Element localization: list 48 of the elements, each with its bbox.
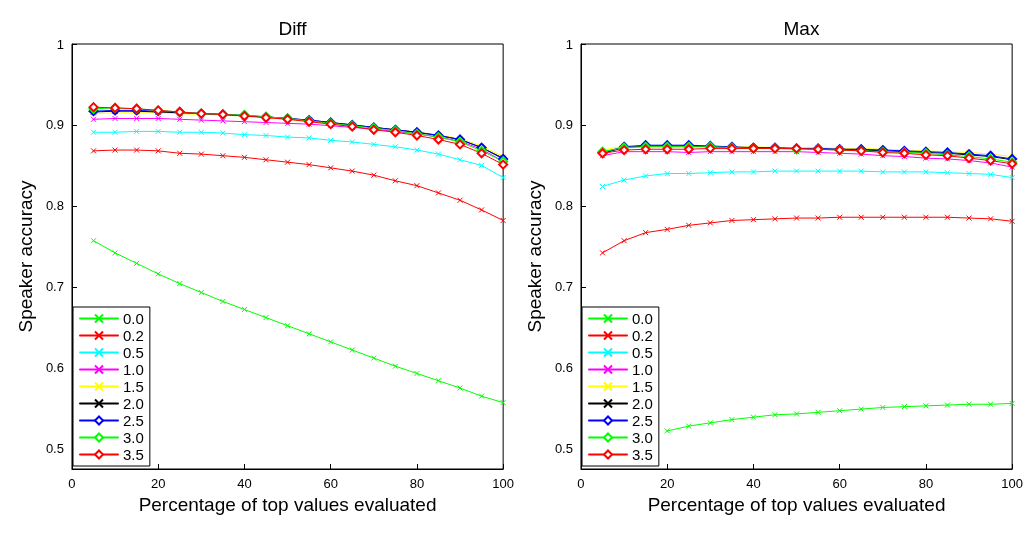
legend-label: 0.2	[632, 327, 653, 344]
legend-label: 3.0	[123, 429, 144, 446]
y-tick-label: 0.7	[45, 279, 64, 295]
chart-title: Max	[783, 18, 820, 39]
x-tick-label: 40	[746, 476, 761, 491]
legend-label: 0.5	[632, 344, 653, 361]
x-tick-label: 20	[659, 476, 675, 491]
y-tick-label: 0.9	[554, 117, 573, 133]
y-tick-label: 0.6	[45, 360, 64, 376]
y-tick-label: 0.9	[45, 117, 64, 133]
y-tick-label: 1	[565, 36, 573, 52]
x-tick-label: 20	[150, 476, 166, 491]
x-tick-label: 80	[918, 476, 934, 491]
y-tick-label: 1	[56, 36, 64, 52]
legend-label: 3.5	[632, 446, 653, 463]
legend-label: 0.2	[123, 327, 144, 344]
legend-label: 1.5	[123, 378, 144, 395]
y-tick-label: 0.8	[554, 198, 573, 214]
y-tick-label: 0.7	[554, 279, 573, 295]
legend-label: 2.0	[123, 395, 144, 412]
x-axis-title: Percentage of top values evaluated	[138, 494, 437, 515]
chart-title: Diff	[278, 18, 308, 39]
x-axis-title: Percentage of top values evaluated	[647, 494, 946, 515]
y-axis-title: Speaker accuracy	[524, 179, 545, 333]
legend-label: 3.0	[632, 429, 653, 446]
legend-label: 2.5	[123, 412, 144, 429]
legend-label: 0.0	[632, 310, 653, 327]
y-tick-label: 0.8	[45, 198, 64, 214]
legend-label: 0.5	[123, 344, 144, 361]
x-tick-label: 100	[1001, 476, 1024, 491]
x-tick-label: 0	[68, 476, 76, 491]
legend-label: 2.5	[632, 412, 653, 429]
legend-label: 2.0	[632, 395, 653, 412]
x-tick-label: 60	[323, 476, 338, 491]
x-tick-label: 100	[492, 476, 515, 491]
legend-label: 1.0	[123, 361, 144, 378]
y-tick-label: 0.5	[45, 441, 64, 457]
x-tick-label: 60	[832, 476, 847, 491]
legend-label: 0.0	[123, 310, 144, 327]
legend-label: 1.5	[632, 378, 653, 395]
legend-label: 1.0	[632, 361, 653, 378]
y-axis-title: Speaker accuracy	[15, 179, 36, 333]
y-tick-label: 0.6	[554, 360, 573, 376]
y-tick-label: 0.5	[554, 441, 573, 457]
x-tick-label: 0	[577, 476, 585, 491]
x-tick-label: 80	[409, 476, 425, 491]
legend-label: 3.5	[123, 446, 144, 463]
x-tick-label: 40	[237, 476, 252, 491]
